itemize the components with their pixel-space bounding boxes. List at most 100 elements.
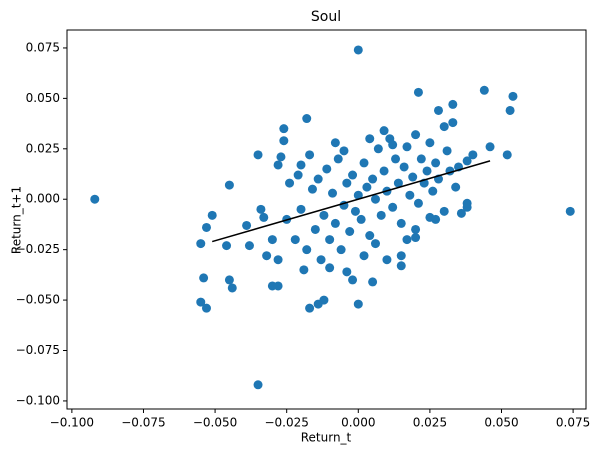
point (425, 138, 435, 148)
point (336, 245, 346, 255)
point (370, 239, 380, 249)
point (262, 251, 272, 261)
point (253, 380, 263, 390)
point (442, 146, 452, 156)
point (399, 162, 409, 172)
point (413, 198, 423, 208)
x-tick-label: 0.025 (413, 416, 447, 430)
point (319, 210, 329, 220)
point (393, 178, 403, 188)
point (353, 190, 363, 200)
point (368, 277, 378, 287)
point (342, 178, 352, 188)
point (199, 273, 209, 283)
point (431, 214, 441, 224)
point (388, 140, 398, 150)
point (353, 45, 363, 55)
point (256, 204, 266, 214)
point (279, 136, 289, 146)
point (307, 184, 317, 194)
point (350, 206, 360, 216)
point (428, 186, 438, 196)
point (325, 235, 335, 245)
point (285, 178, 295, 188)
point (411, 130, 421, 140)
point (396, 251, 406, 261)
point (479, 85, 489, 95)
point (348, 275, 358, 285)
x-tick-label: −0.100 (50, 416, 94, 430)
point (276, 152, 286, 162)
point (433, 105, 443, 115)
x-tick-label: 0.000 (341, 416, 375, 430)
point (302, 114, 312, 124)
point (293, 170, 303, 180)
point (322, 164, 332, 174)
y-tick-label: −0.100 (16, 393, 60, 407)
point (279, 124, 289, 134)
point (396, 218, 406, 228)
point (359, 251, 369, 261)
point (422, 166, 432, 176)
point (201, 303, 211, 313)
point (244, 241, 254, 251)
point (456, 208, 466, 218)
point (365, 231, 375, 241)
point (365, 134, 375, 144)
point (448, 118, 458, 128)
point (333, 154, 343, 164)
y-tick-label: 0.000 (26, 192, 60, 206)
chart-title: Soul (311, 9, 341, 25)
point (413, 87, 423, 97)
point (207, 210, 217, 220)
x-tick-label: −0.050 (193, 416, 237, 430)
point (339, 146, 349, 156)
point (502, 150, 512, 160)
point (267, 235, 277, 245)
y-tick-label: 0.075 (26, 40, 60, 54)
y-axis-label: Return_t+1 (10, 186, 24, 254)
x-tick-label: −0.025 (264, 416, 308, 430)
point (273, 255, 283, 265)
point (402, 142, 412, 152)
point (388, 202, 398, 212)
point (356, 214, 366, 224)
point (302, 245, 312, 255)
point (362, 182, 372, 192)
point (253, 150, 263, 160)
point (196, 297, 206, 307)
x-tick-label: 0.075 (556, 416, 590, 430)
y-tick-label: −0.050 (16, 293, 60, 307)
point (319, 295, 329, 305)
point (462, 156, 472, 166)
point (439, 122, 449, 132)
y-tick-label: −0.025 (16, 242, 60, 256)
point (325, 263, 335, 273)
point (310, 224, 320, 234)
point (382, 255, 392, 265)
point (411, 233, 421, 243)
point (379, 166, 389, 176)
point (296, 204, 306, 214)
point (299, 265, 309, 275)
point (305, 150, 315, 160)
point (196, 239, 206, 249)
point (379, 126, 389, 136)
fit-line (212, 160, 491, 243)
point (296, 160, 306, 170)
point (359, 158, 369, 168)
x-tick-label: −0.075 (121, 416, 165, 430)
point (227, 283, 237, 293)
point (391, 154, 401, 164)
point (224, 180, 234, 190)
point (373, 144, 383, 154)
point (565, 206, 575, 216)
point (328, 188, 338, 198)
point (468, 150, 478, 160)
point (316, 255, 326, 265)
point (451, 182, 461, 192)
point (370, 194, 380, 204)
point (305, 303, 315, 313)
